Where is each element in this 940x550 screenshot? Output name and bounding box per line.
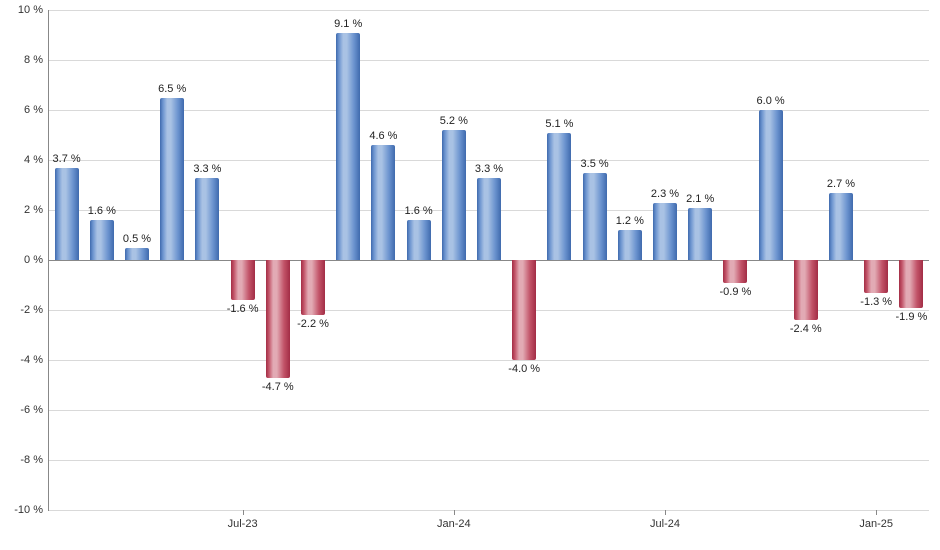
bar-value-label: 1.6 %	[88, 205, 116, 217]
bar-value-label: -1.3 %	[860, 296, 892, 308]
grid-line	[49, 60, 929, 61]
bar	[336, 33, 360, 261]
grid-line	[49, 510, 929, 511]
bar-value-label: 0.5 %	[123, 233, 151, 245]
bar	[266, 260, 290, 378]
bar	[442, 130, 466, 260]
x-tick-label: Jul-23	[228, 510, 258, 530]
bar	[231, 260, 255, 300]
x-tick-label: Jul-24	[650, 510, 680, 530]
bar	[899, 260, 923, 308]
y-tick-label: -6 %	[20, 404, 49, 416]
bar-value-label: 3.5 %	[581, 158, 609, 170]
bar	[547, 133, 571, 261]
bar	[301, 260, 325, 315]
bar	[195, 178, 219, 261]
bar	[723, 260, 747, 283]
bar	[759, 110, 783, 260]
y-tick-label: 2 %	[24, 204, 49, 216]
bar	[794, 260, 818, 320]
y-tick-label: -10 %	[14, 504, 49, 516]
bar-value-label: 6.0 %	[757, 95, 785, 107]
bar-value-label: -4.0 %	[508, 363, 540, 375]
bar	[583, 173, 607, 261]
bar-value-label: 2.7 %	[827, 178, 855, 190]
y-tick-label: -2 %	[20, 304, 49, 316]
bar-value-label: -4.7 %	[262, 381, 294, 393]
bar	[829, 193, 853, 261]
bar	[512, 260, 536, 360]
y-tick-label: 4 %	[24, 154, 49, 166]
bar	[407, 220, 431, 260]
bar-value-label: 5.2 %	[440, 115, 468, 127]
bar-value-label: 2.1 %	[686, 193, 714, 205]
bar-value-label: -1.6 %	[227, 303, 259, 315]
bar-value-label: 1.2 %	[616, 215, 644, 227]
grid-line	[49, 460, 929, 461]
bar-value-label: 5.1 %	[545, 118, 573, 130]
bar-value-label: -1.9 %	[895, 311, 927, 323]
bar-value-label: 3.3 %	[475, 163, 503, 175]
bar	[160, 98, 184, 261]
grid-line	[49, 410, 929, 411]
y-tick-label: 6 %	[24, 104, 49, 116]
grid-line	[49, 10, 929, 11]
bar-value-label: 9.1 %	[334, 18, 362, 30]
bar	[477, 178, 501, 261]
y-tick-label: 0 %	[24, 254, 49, 266]
bar-chart: -10 % -8 % -6 % -4 % -2 % 0 % 2 % 4 % 6 % 8 % 10 %…	[0, 0, 940, 550]
bar	[90, 220, 114, 260]
bar	[55, 168, 79, 261]
bar	[653, 203, 677, 261]
bar-value-label: -0.9 %	[719, 286, 751, 298]
bar-value-label: 6.5 %	[158, 83, 186, 95]
bar	[125, 248, 149, 261]
bar-value-label: -2.4 %	[790, 323, 822, 335]
bar	[618, 230, 642, 260]
bar-value-label: 3.7 %	[53, 153, 81, 165]
bar-value-label: -2.2 %	[297, 318, 329, 330]
x-tick-label: Jan-24	[437, 510, 471, 530]
grid-line	[49, 360, 929, 361]
y-tick-label: -8 %	[20, 454, 49, 466]
plot-area: -10 %-8 %-6 %-4 %-2 %0 %2 %4 %6 %8 %10 %…	[48, 10, 929, 511]
y-tick-label: 10 %	[18, 4, 49, 16]
y-tick-label: 8 %	[24, 54, 49, 66]
bar	[688, 208, 712, 261]
bar-value-label: 3.3 %	[193, 163, 221, 175]
x-tick-label: Jan-25	[859, 510, 893, 530]
y-tick-label: -4 %	[20, 354, 49, 366]
bar	[864, 260, 888, 293]
bar-value-label: 1.6 %	[405, 205, 433, 217]
bar-value-label: 2.3 %	[651, 188, 679, 200]
bar-value-label: 4.6 %	[369, 130, 397, 142]
bar	[371, 145, 395, 260]
